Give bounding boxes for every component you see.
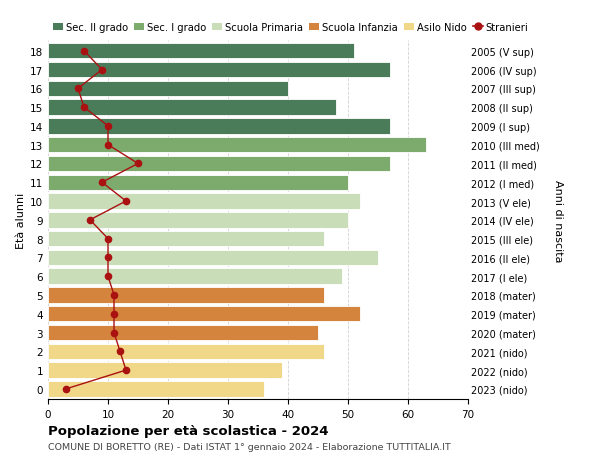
Bar xyxy=(48,81,288,97)
Bar xyxy=(48,344,324,359)
Text: Popolazione per età scolastica - 2024: Popolazione per età scolastica - 2024 xyxy=(48,425,329,437)
Bar xyxy=(48,363,282,378)
Bar xyxy=(48,100,336,116)
Bar xyxy=(48,288,324,303)
Y-axis label: Età alunni: Età alunni xyxy=(16,192,26,248)
Text: COMUNE DI BORETTO (RE) - Dati ISTAT 1° gennaio 2024 - Elaborazione TUTTITALIA.IT: COMUNE DI BORETTO (RE) - Dati ISTAT 1° g… xyxy=(48,442,451,451)
Bar xyxy=(48,138,426,153)
Bar xyxy=(48,175,348,190)
Y-axis label: Anni di nascita: Anni di nascita xyxy=(553,179,563,262)
Bar xyxy=(48,63,390,78)
Bar xyxy=(48,44,354,59)
Bar xyxy=(48,325,318,341)
Bar xyxy=(48,157,390,172)
Bar xyxy=(48,381,264,397)
Legend: Sec. II grado, Sec. I grado, Scuola Primaria, Scuola Infanzia, Asilo Nido, Stran: Sec. II grado, Sec. I grado, Scuola Prim… xyxy=(53,23,529,33)
Bar xyxy=(48,250,378,265)
Bar xyxy=(48,119,390,134)
Bar xyxy=(48,231,324,247)
Bar xyxy=(48,306,360,322)
Bar xyxy=(48,213,348,228)
Bar xyxy=(48,269,342,284)
Bar xyxy=(48,194,360,209)
